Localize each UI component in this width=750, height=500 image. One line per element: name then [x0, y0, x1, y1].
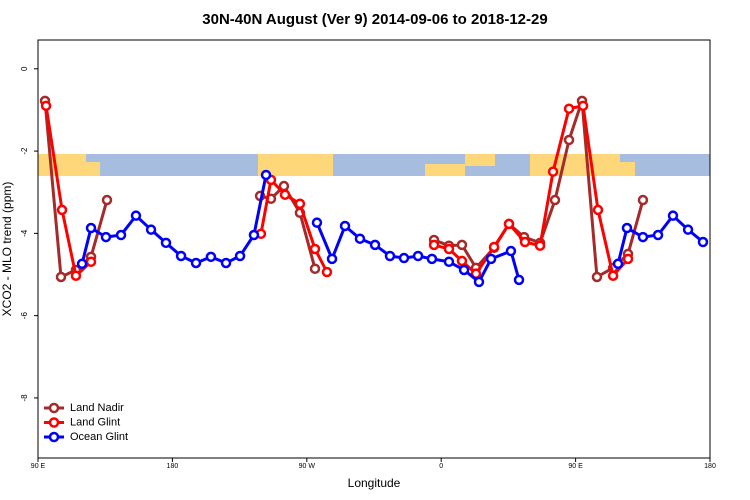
y-tick-label: 0: [20, 66, 29, 71]
point: [513, 274, 525, 286]
point: [76, 258, 88, 270]
point: [652, 229, 664, 241]
x-tick-label: 180: [167, 463, 179, 470]
point: [534, 240, 546, 251]
point: [592, 204, 604, 216]
y-tick-label: -4: [20, 229, 29, 237]
x-tick-label: 90 W: [299, 463, 316, 470]
y-tick-label: -8: [20, 394, 29, 402]
point: [130, 210, 142, 221]
point: [234, 250, 246, 262]
y-tick-label: -2: [20, 147, 29, 155]
point: [637, 231, 649, 243]
point: [621, 222, 633, 234]
point: [100, 231, 112, 243]
point: [339, 220, 351, 232]
point: [505, 245, 517, 257]
legend-marker: [48, 417, 60, 428]
point: [220, 257, 232, 269]
point: [612, 258, 624, 270]
point: [607, 270, 619, 281]
point: [40, 100, 52, 112]
point: [369, 239, 381, 251]
point: [485, 253, 497, 265]
point: [697, 236, 709, 248]
map-band: [38, 154, 710, 176]
point: [443, 243, 455, 255]
point: [311, 217, 323, 228]
point: [473, 276, 485, 288]
point: [85, 256, 97, 268]
legend-label: Land Glint: [70, 416, 120, 428]
point: [519, 236, 531, 248]
point: [190, 257, 202, 269]
x-tick-label: 90 E: [31, 463, 46, 470]
point: [115, 229, 127, 241]
point: [563, 103, 575, 114]
series-line: [43, 100, 645, 280]
point: [549, 194, 561, 206]
point: [354, 233, 366, 244]
y-axis-label: XCO2 - MLO trend (ppm): [0, 182, 14, 317]
point: [145, 224, 157, 235]
point: [682, 224, 694, 235]
point: [101, 194, 113, 206]
point: [309, 263, 321, 274]
point: [563, 134, 575, 146]
chart-title: 30N-40N August (Ver 9) 2014-09-06 to 201…: [202, 11, 547, 28]
point: [458, 264, 470, 276]
point: [637, 194, 649, 206]
point: [503, 218, 515, 230]
point: [56, 204, 68, 216]
point: [384, 250, 396, 262]
y-tick-label: -6: [20, 312, 29, 320]
point: [412, 250, 424, 262]
point: [279, 189, 291, 200]
plot-frame: [37, 39, 711, 459]
legend-label: Land Nadir: [70, 402, 124, 414]
point: [443, 256, 455, 268]
x-tick-label: 180: [704, 463, 716, 470]
point: [248, 229, 260, 241]
legend-marker: [48, 402, 60, 414]
point: [55, 271, 67, 283]
point: [591, 271, 603, 283]
point: [294, 198, 306, 209]
point: [488, 241, 500, 253]
point: [456, 255, 468, 267]
point: [326, 253, 338, 265]
point: [205, 251, 217, 263]
point: [321, 266, 333, 278]
legend-marker: [48, 431, 60, 443]
x-tick-label: 90 E: [568, 463, 583, 470]
point: [667, 210, 679, 221]
point: [426, 253, 438, 265]
x-tick-label: 0: [439, 463, 443, 470]
point: [456, 239, 468, 251]
point: [428, 239, 440, 251]
point: [309, 243, 321, 255]
point: [160, 237, 172, 249]
point: [577, 100, 589, 112]
point: [85, 222, 97, 234]
point: [175, 250, 187, 262]
point: [70, 270, 82, 281]
point: [398, 252, 410, 264]
point: [547, 166, 559, 177]
point: [622, 253, 634, 265]
x-axis-label: Longitude: [348, 476, 401, 490]
point: [260, 169, 272, 181]
legend-label: Ocean Glint: [70, 431, 128, 443]
